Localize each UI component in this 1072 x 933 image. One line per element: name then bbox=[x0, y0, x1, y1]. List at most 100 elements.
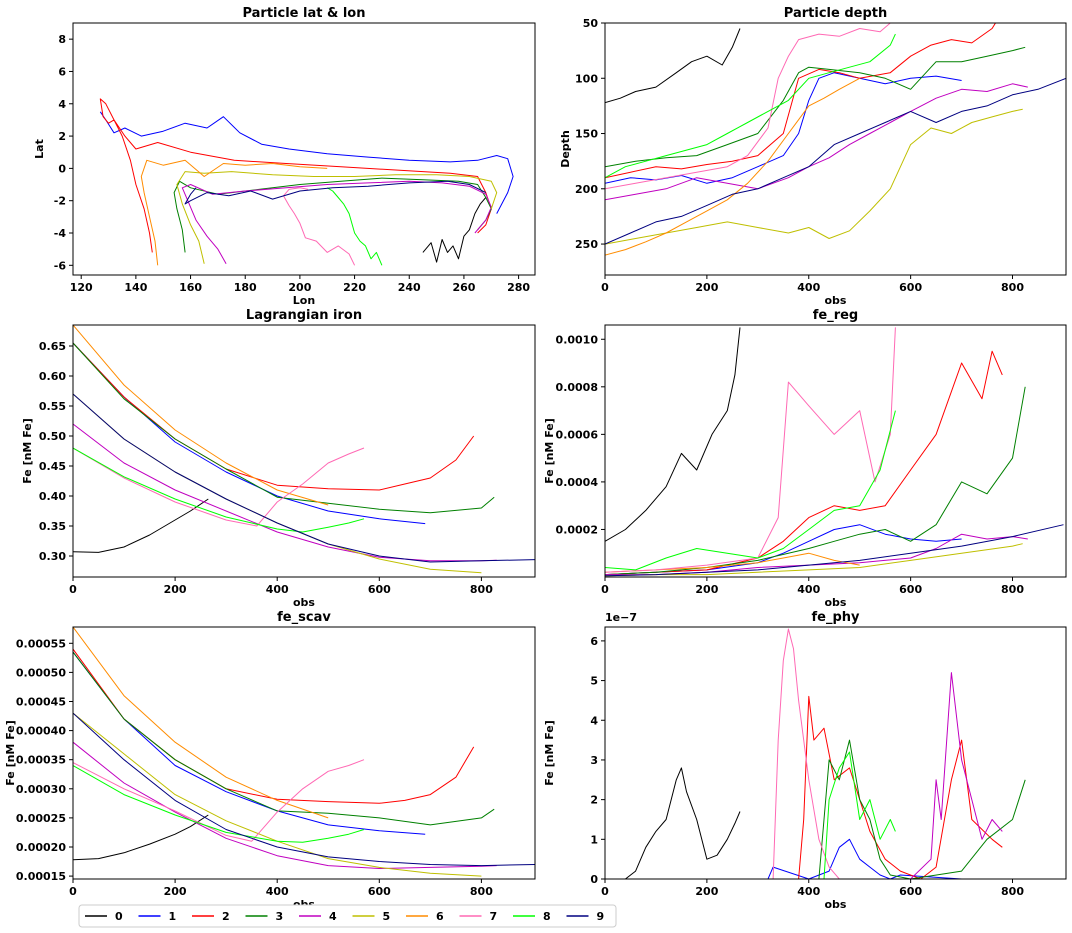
y-tick-label: 0.45 bbox=[39, 460, 66, 473]
panel-fescav: 0 200 400 600 800 0.00015 0.00020 0.00025 0.0003… bbox=[4, 610, 536, 911]
series-line-0 bbox=[605, 28, 741, 104]
chart-title: Particle depth bbox=[784, 6, 887, 21]
y-tick-label: 0 bbox=[58, 162, 66, 175]
series-line-0 bbox=[422, 197, 487, 263]
x-tick-label: 120 bbox=[70, 281, 93, 294]
x-tick-label: 800 bbox=[470, 583, 493, 596]
y-tick-label: 100 bbox=[575, 72, 598, 85]
x-axis-label: obs bbox=[825, 596, 847, 609]
x-tick-label: 800 bbox=[1001, 281, 1024, 294]
y-tick-label: 6 bbox=[58, 65, 66, 78]
x-tick-label: 800 bbox=[1001, 885, 1024, 898]
y-tick-label: 0.60 bbox=[39, 370, 66, 383]
series-line-9 bbox=[605, 524, 1064, 577]
x-tick-label: 200 bbox=[695, 885, 718, 898]
series-line-8 bbox=[605, 410, 896, 571]
plot-frame bbox=[604, 324, 1067, 578]
y-tick-label: 250 bbox=[575, 238, 598, 251]
chart-title: fe_phy bbox=[811, 610, 860, 625]
y-tick-label: 0.40 bbox=[39, 490, 66, 503]
y-tick-label: 0.00030 bbox=[16, 783, 66, 796]
series-line-0 bbox=[605, 767, 741, 879]
x-tick-label: 200 bbox=[164, 885, 187, 898]
y-tick-label: 0 bbox=[590, 873, 598, 886]
y-tick-label: -2 bbox=[54, 195, 66, 208]
x-tick-label: 600 bbox=[899, 281, 922, 294]
y-tick-label: 0.55 bbox=[39, 400, 66, 413]
x-tick-label: 600 bbox=[368, 885, 391, 898]
series-line-9 bbox=[73, 712, 535, 867]
x-tick-label: 0 bbox=[601, 281, 609, 294]
plot-frame bbox=[72, 324, 536, 578]
y-axis-label: Fe [nM Fe] bbox=[543, 720, 556, 786]
x-tick-label: 600 bbox=[899, 583, 922, 596]
y-offset-label: 1e−7 bbox=[605, 611, 637, 624]
series-line-9 bbox=[184, 180, 487, 205]
y-axis-label: Fe [nM Fe] bbox=[4, 720, 17, 786]
legend-label-5: 5 bbox=[383, 910, 391, 923]
chart-title: Lagrangian iron bbox=[246, 308, 362, 323]
series-line-6 bbox=[73, 325, 329, 506]
legend-label-1: 1 bbox=[169, 910, 177, 923]
series-line-0 bbox=[605, 327, 741, 542]
x-tick-label: 200 bbox=[695, 583, 718, 596]
y-tick-label: 0.00055 bbox=[16, 637, 66, 650]
legend-label-3: 3 bbox=[276, 910, 284, 923]
panel-fereg: 0 200 400 600 800 0.0002 0.0004 0.0006 0.0008 0.0… bbox=[543, 308, 1067, 609]
x-axis-label: Lon bbox=[293, 294, 315, 307]
series-line-4 bbox=[605, 83, 1028, 201]
x-tick-label: 200 bbox=[695, 281, 718, 294]
series-line-3 bbox=[605, 46, 1026, 168]
y-axis-label: Depth bbox=[559, 130, 572, 168]
y-tick-label: 0.00020 bbox=[16, 841, 66, 854]
series-line-8 bbox=[605, 751, 896, 879]
x-tick-label: 800 bbox=[1001, 583, 1024, 596]
x-tick-label: 600 bbox=[899, 885, 922, 898]
series-line-4 bbox=[73, 423, 497, 562]
x-tick-label: 400 bbox=[266, 583, 289, 596]
y-tick-label: 0.65 bbox=[39, 340, 66, 353]
series-line-4 bbox=[605, 672, 1003, 879]
x-axis-label: obs bbox=[293, 596, 315, 609]
x-tick-label: 400 bbox=[266, 885, 289, 898]
series-line-6 bbox=[73, 627, 329, 819]
y-tick-label: 150 bbox=[575, 128, 598, 141]
panel-lagfe: 0 200 400 600 800 0.30 0.35 0.40 0.45 0.50 0.55 0.6… bbox=[21, 308, 536, 609]
series-line-6 bbox=[140, 159, 328, 266]
series-line-6 bbox=[605, 77, 860, 256]
series-line-9 bbox=[605, 77, 1066, 245]
y-axis-label: Lat bbox=[33, 139, 46, 159]
y-tick-label: 0.00015 bbox=[16, 870, 66, 883]
series-line-7 bbox=[605, 23, 891, 190]
y-tick-label: 0.0002 bbox=[556, 523, 598, 536]
series-line-8 bbox=[73, 765, 365, 843]
series-line-7 bbox=[73, 447, 365, 527]
series-line-7 bbox=[605, 327, 896, 573]
x-tick-label: 0 bbox=[601, 583, 609, 596]
chart-title: fe_reg bbox=[813, 308, 859, 323]
series-line-2 bbox=[605, 23, 997, 179]
x-tick-label: 220 bbox=[343, 281, 366, 294]
x-tick-label: 800 bbox=[470, 885, 493, 898]
y-tick-label: 0.00025 bbox=[16, 812, 66, 825]
series-line-1 bbox=[99, 111, 514, 214]
y-tick-label: 0.0006 bbox=[556, 428, 599, 441]
x-tick-label: 140 bbox=[124, 281, 147, 294]
series-line-5 bbox=[605, 108, 1023, 245]
y-axis-label: Fe [nM Fe] bbox=[21, 418, 34, 484]
series-line-7 bbox=[605, 628, 840, 879]
y-tick-label: 50 bbox=[583, 17, 599, 30]
series-line-0 bbox=[73, 498, 209, 553]
y-tick-label: 0.00035 bbox=[16, 754, 66, 767]
series-line-7 bbox=[73, 759, 365, 842]
y-tick-label: 0.0008 bbox=[556, 381, 598, 394]
y-tick-label: 0.0004 bbox=[556, 476, 599, 489]
y-tick-label: 8 bbox=[58, 33, 66, 46]
series-line-5 bbox=[73, 393, 482, 574]
series-line-5 bbox=[176, 171, 498, 264]
series-line-9 bbox=[73, 393, 535, 563]
panel-latlon: 120 140 160 180 200 220 240 260 280 -6 -4 -2 0 2 4 6 8 Pa… bbox=[33, 6, 536, 307]
series-line-2 bbox=[605, 695, 1003, 879]
x-tick-label: 280 bbox=[507, 281, 530, 294]
y-tick-label: 200 bbox=[575, 183, 598, 196]
